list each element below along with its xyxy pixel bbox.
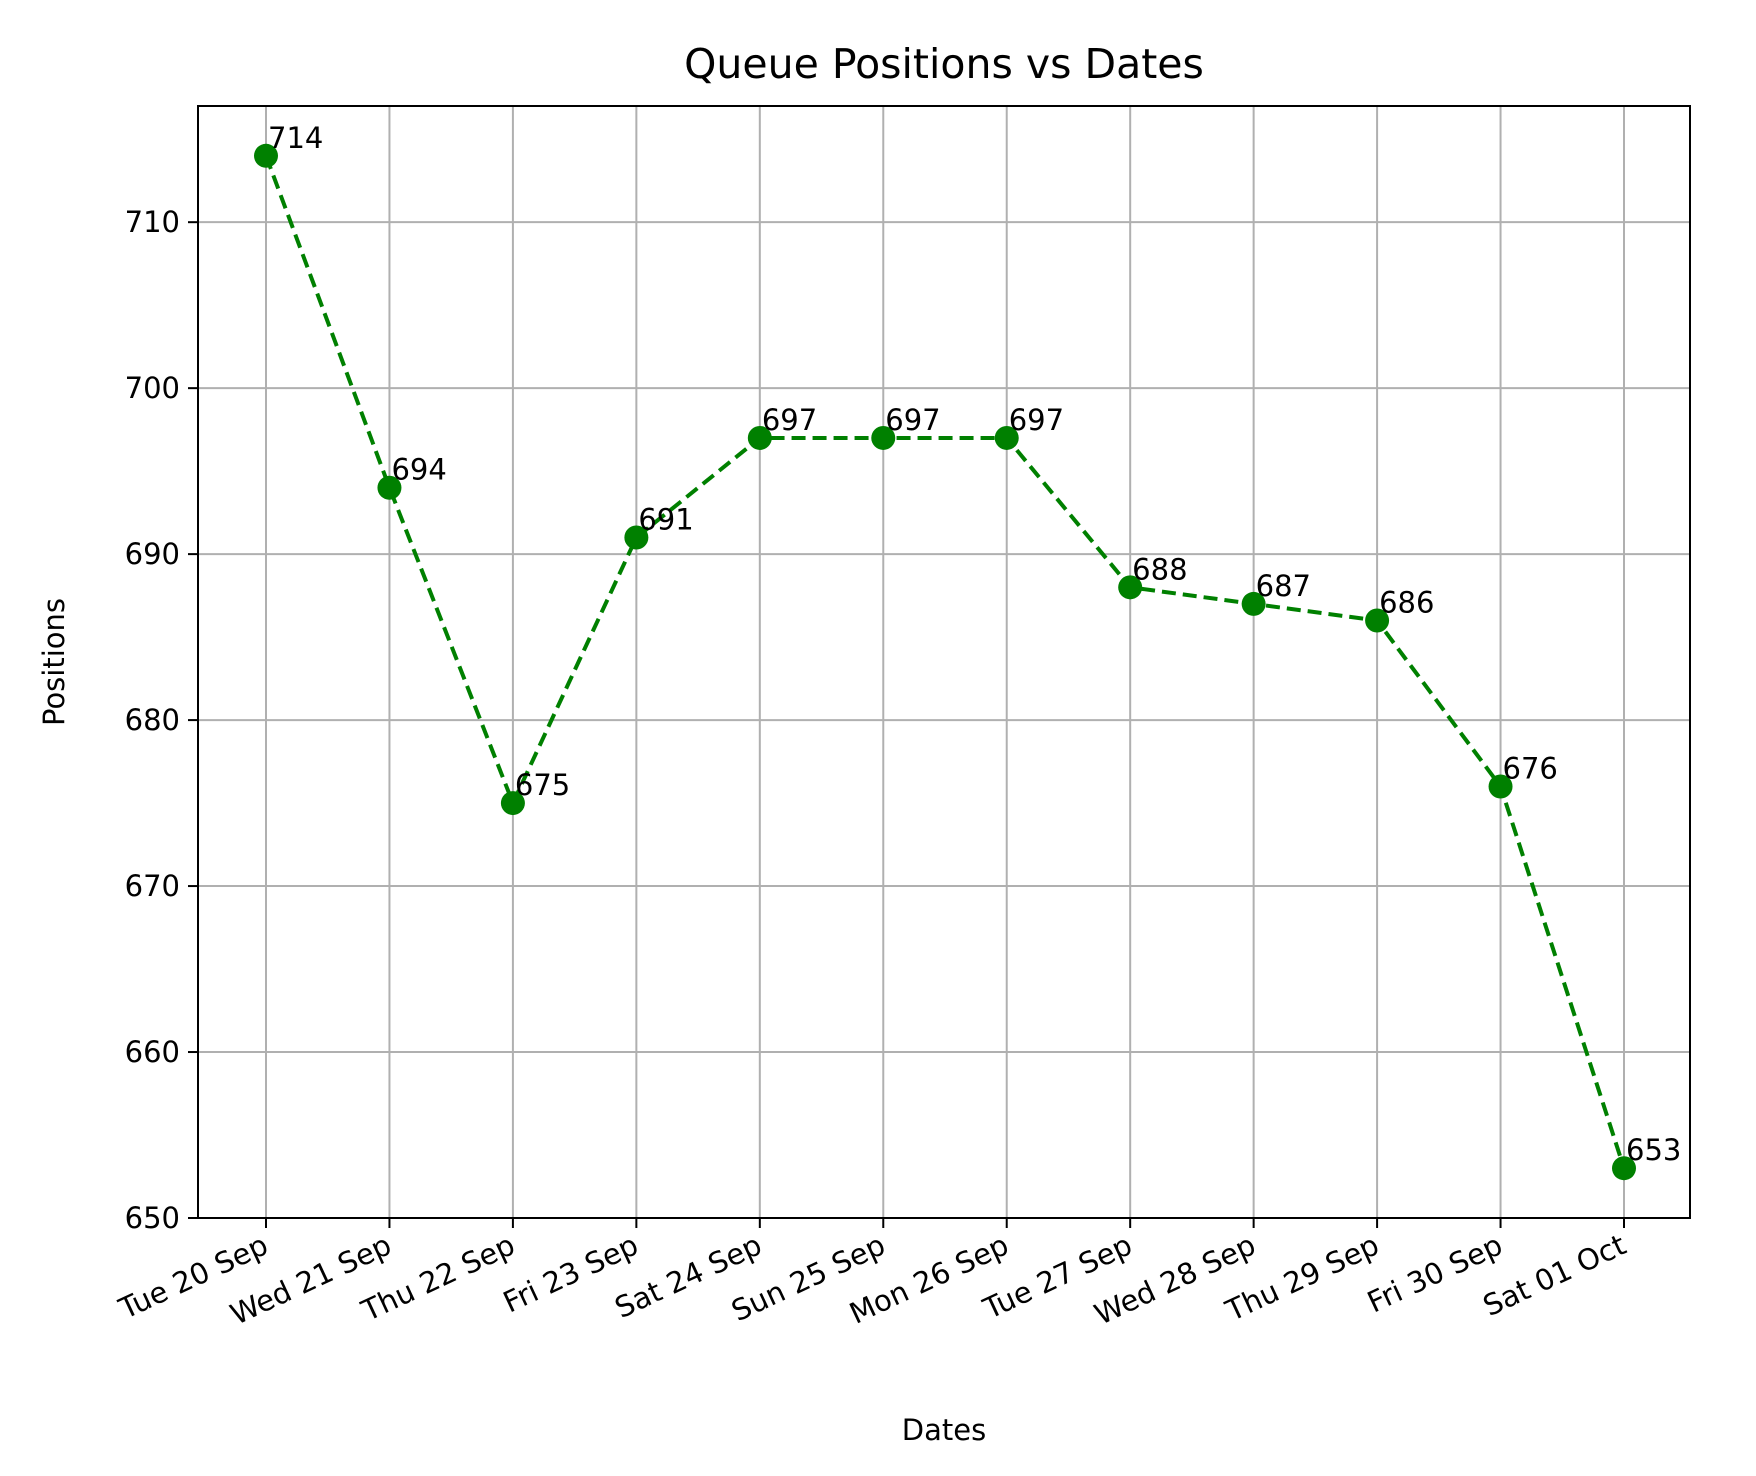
y-tick-label: 660 xyxy=(125,1035,180,1069)
grid xyxy=(198,106,1690,1219)
data-point xyxy=(624,525,649,550)
data-point xyxy=(377,475,402,500)
data-point xyxy=(254,143,278,168)
y-tick-label: 680 xyxy=(125,703,180,737)
data-label: 697 xyxy=(762,403,817,437)
data-label: 714 xyxy=(268,121,323,155)
chart-title: Queue Positions vs Dates xyxy=(684,40,1204,88)
series-markers xyxy=(254,143,1636,1181)
y-axis-title: Positions xyxy=(37,598,71,726)
data-point xyxy=(1118,575,1143,600)
data-label: 687 xyxy=(1256,569,1311,603)
y-tick-label: 700 xyxy=(125,371,180,405)
data-label: 675 xyxy=(515,768,570,802)
data-point xyxy=(747,425,772,450)
y-axis-ticks: 650 660 670 680 690 700 710 xyxy=(125,205,198,1235)
x-axis-title: Dates xyxy=(902,1413,986,1447)
data-label: 686 xyxy=(1379,586,1434,620)
series-line xyxy=(264,155,1626,1169)
data-point xyxy=(1612,1156,1636,1181)
data-point xyxy=(994,425,1019,450)
data-point xyxy=(500,791,525,816)
data-label: 697 xyxy=(1009,403,1064,437)
data-point xyxy=(871,425,896,450)
data-label: 653 xyxy=(1626,1133,1681,1167)
data-point xyxy=(1488,774,1513,799)
series-line-layer xyxy=(264,155,1626,1169)
y-tick-label: 670 xyxy=(125,869,180,903)
y-tick-label: 690 xyxy=(125,537,180,571)
data-label: 676 xyxy=(1503,751,1558,785)
data-labels: 714 694 675 691 697 697 697 688 687 686 676 653 xyxy=(268,121,1681,1167)
data-label: 694 xyxy=(391,453,446,487)
y-tick-label: 650 xyxy=(125,1201,180,1235)
data-point xyxy=(1241,591,1266,616)
plot-frame xyxy=(197,105,1691,1219)
data-label: 691 xyxy=(638,503,693,537)
data-label: 688 xyxy=(1132,552,1187,586)
data-point xyxy=(1365,608,1390,633)
y-tick-label: 710 xyxy=(125,205,180,239)
data-label: 697 xyxy=(885,403,940,437)
